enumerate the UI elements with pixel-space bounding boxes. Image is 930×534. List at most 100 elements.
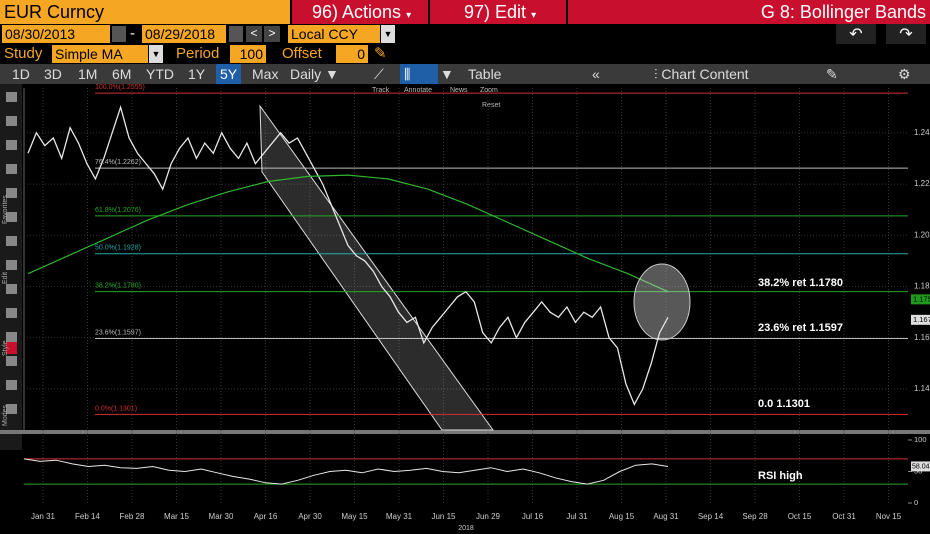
x-tick-label: May 31: [386, 512, 413, 521]
x-tick-label: Oct 15: [788, 512, 812, 521]
chart-tool: Zoom: [480, 87, 498, 94]
x-tick-label: Jun 15: [431, 512, 456, 521]
price-tag: [911, 294, 930, 305]
sidebar-icon: [6, 356, 17, 366]
offset[interactable]: 0: [336, 45, 368, 63]
annotation: RSI high: [758, 470, 803, 482]
sidebar-icon: [6, 116, 17, 126]
rsi-tick-label: 100: [914, 435, 927, 444]
separator: -: [130, 25, 135, 42]
range-button[interactable]: YTD: [146, 66, 174, 82]
start-date[interactable]: 08/30/2013: [2, 25, 110, 43]
dropdown[interactable]: ▼: [149, 45, 163, 63]
moving-average: [27, 174, 669, 293]
collapse[interactable]: «: [592, 66, 600, 82]
pencil-icon[interactable]: ✎: [374, 45, 387, 62]
x-tick-label: Sep 28: [742, 512, 768, 521]
x-tick-label: Mar 15: [164, 512, 189, 521]
y-tick-label: 1.200: [914, 230, 930, 239]
range-button[interactable]: 1Y: [188, 66, 206, 82]
settings-icon[interactable]: ⚙: [898, 66, 911, 82]
annotation: 23.6% ret 1.1597: [758, 322, 843, 334]
next-button[interactable]: >: [264, 26, 280, 42]
edit-icon[interactable]: ✎: [826, 66, 838, 82]
sidebar-icon: [6, 188, 17, 198]
end-date[interactable]: 08/29/2018: [142, 25, 226, 43]
y-tick-label: 1.140: [914, 384, 930, 393]
rsi-tick-label: 0: [914, 498, 918, 507]
range-button[interactable]: 6M: [112, 66, 132, 82]
frequency[interactable]: Daily ▼: [290, 66, 339, 82]
chart-content-label: Chart Content: [661, 66, 749, 82]
edit: 97) Edit: [464, 2, 527, 22]
calendar-icon[interactable]: [229, 26, 243, 42]
chart: Favorites Edit Style Modes Track Annotate News…: [0, 84, 930, 532]
range-button[interactable]: 3D: [44, 66, 62, 82]
function-title: G 8: Bollinger Bands: [568, 0, 930, 24]
sidebar-icon: [6, 284, 17, 294]
x-tick-label: Jun 29: [476, 512, 501, 521]
sidebar-icon: [6, 342, 17, 354]
price-tag-label: 1.167: [913, 315, 930, 324]
range-button[interactable]: 1M: [78, 66, 98, 82]
x-tick-label: Aug 15: [609, 512, 635, 521]
chart-tool: Annotate: [404, 87, 432, 94]
study[interactable]: Simple MA: [52, 45, 148, 63]
redo[interactable]: ↷: [886, 24, 926, 44]
x-tick-label: May 15: [341, 512, 368, 521]
chart-content[interactable]: ⫶ Chart Content: [654, 66, 749, 82]
fib-label: 61.8%(1.2076): [95, 207, 141, 214]
rsi-tag: [911, 461, 930, 472]
currency[interactable]: Local CCY: [288, 25, 380, 43]
sidebar-label: Style: [2, 340, 9, 356]
security[interactable]: EUR Curncy: [0, 0, 290, 24]
prev-button[interactable]: <: [246, 26, 262, 42]
chart-type-icon[interactable]: ⟋: [374, 66, 384, 82]
x-tick-label: Feb 14: [75, 512, 100, 521]
bar-icon[interactable]: ⫼: [400, 64, 438, 84]
dropdown[interactable]: ▼: [381, 25, 395, 43]
study-label: Study: [4, 45, 43, 62]
fib-label: 23.6%(1.1597): [95, 330, 141, 337]
dropdown[interactable]: ▼: [440, 66, 454, 82]
sidebar-icon: [6, 92, 17, 102]
sidebar-icon: [6, 260, 17, 270]
sidebar-label: Favorites: [2, 195, 9, 224]
offset-label: Offset: [282, 45, 322, 62]
fib-label: 100.0%(1.2555): [95, 84, 145, 91]
sidebar-icon: [6, 380, 17, 390]
actions-menu[interactable]: 96) Actions ▾: [292, 0, 428, 24]
y-tick-label: 1.220: [914, 179, 930, 188]
table-button[interactable]: Table: [468, 66, 502, 82]
sidebar-icon: [6, 212, 17, 222]
y-tick-label: 1.240: [914, 128, 930, 137]
fib-label: 76.4%(1.2262): [95, 159, 141, 166]
frequency-label: Daily: [290, 66, 322, 82]
range-button[interactable]: 5Y: [216, 64, 242, 84]
range-button[interactable]: 1D: [12, 66, 30, 82]
x-tick-label: Oct 31: [832, 512, 856, 521]
fib-label: 0.0%(1.1301): [95, 405, 137, 412]
undo[interactable]: ↶: [836, 24, 876, 44]
highlight-circle: [633, 263, 691, 341]
sidebar-label: Modes: [2, 404, 9, 426]
y-tick-label: 1.180: [914, 282, 930, 291]
price-tag-label: 1.175: [913, 294, 930, 303]
x-tick-label: Apr 30: [298, 512, 322, 521]
calendar-icon[interactable]: [112, 26, 126, 42]
x-tick-label: Mar 30: [209, 512, 234, 521]
panel-divider: [0, 430, 930, 434]
annotation: 38.2% ret 1.1780: [758, 277, 843, 289]
rsi-line: [23, 458, 669, 485]
period[interactable]: 100: [230, 45, 266, 63]
range-button[interactable]: Max: [252, 66, 279, 82]
x-year-label: 2018: [458, 525, 474, 532]
price-tag: [911, 314, 930, 325]
edit-menu[interactable]: 97) Edit ▾: [430, 0, 566, 24]
sidebar-icon: [6, 164, 17, 174]
sidebar-icon: [6, 332, 17, 342]
x-tick-label: Nov 15: [876, 512, 902, 521]
x-tick-label: Apr 16: [254, 512, 278, 521]
sidebar-icon: [6, 308, 17, 318]
